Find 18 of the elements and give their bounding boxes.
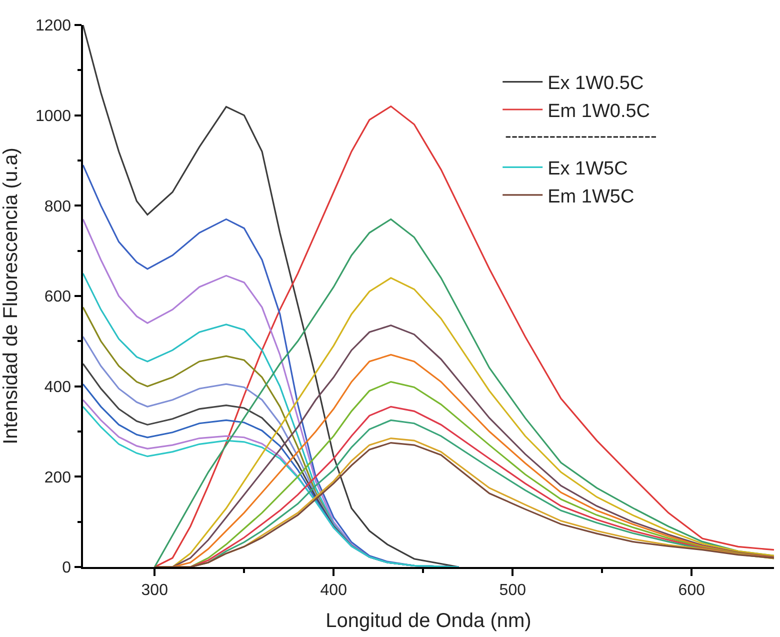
y-tick-label: 400 <box>44 378 72 396</box>
y-tick-label: 1200 <box>35 18 72 35</box>
x-axis-title: Longitud de Onda (nm) <box>326 610 532 632</box>
y-tick-label: 0 <box>62 560 72 577</box>
y-tick-label: 800 <box>44 198 72 216</box>
y-tick-label: 600 <box>44 288 72 306</box>
legend-label: Ex 1W5C <box>548 158 628 180</box>
y-tick-label: 200 <box>44 469 72 486</box>
x-tick-label: 500 <box>499 582 526 599</box>
x-tick-label: 400 <box>320 582 348 599</box>
y-axis-title: Intensidad de Fluorescencia (u.a) <box>0 148 22 444</box>
legend-label: Em 1W0.5C <box>548 100 650 122</box>
legend-label: Em 1W5C <box>548 186 634 208</box>
annotation: ------------------------ <box>505 126 657 147</box>
x-tick-label: 300 <box>141 582 168 599</box>
legend-label: Ex 1W0.5C <box>548 73 644 94</box>
y-tick-label: 1000 <box>35 108 72 125</box>
x-tick-label: 600 <box>678 582 706 599</box>
